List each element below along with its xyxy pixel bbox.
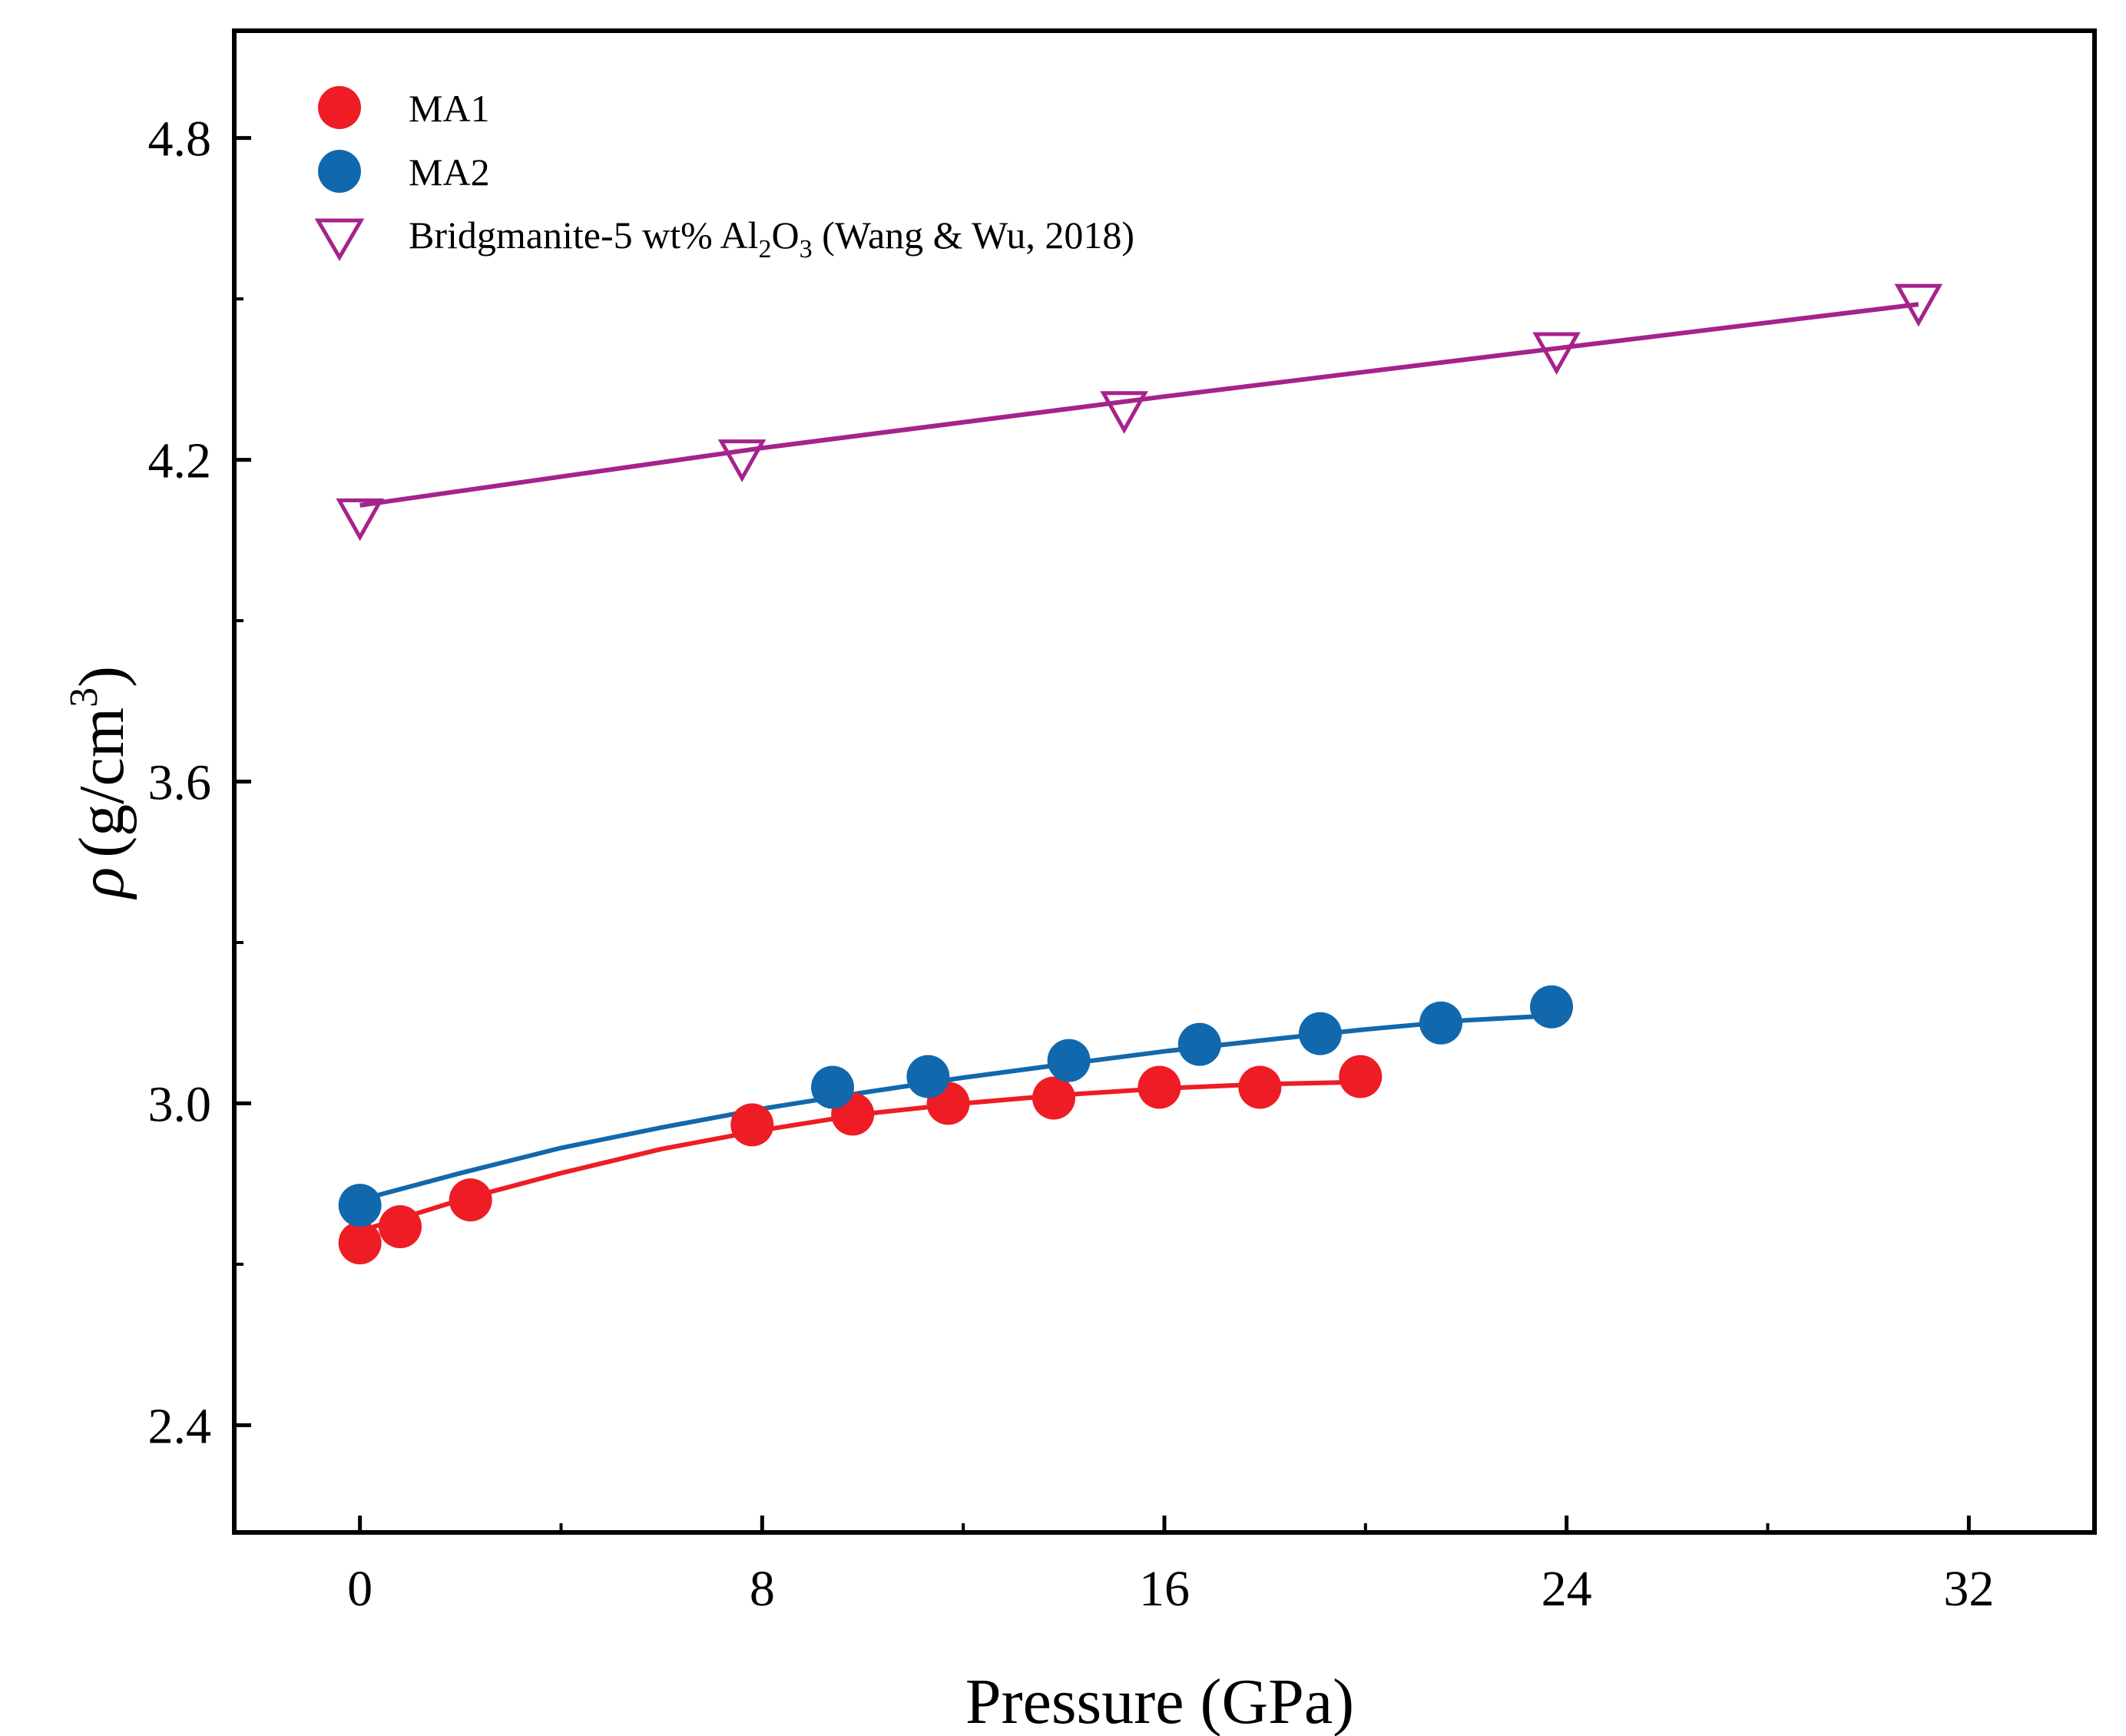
legend-label-bridgmanite: Bridgmanite-5 wt% Al2O3 (Wang & Wu, 2018… xyxy=(409,214,1134,263)
y-axis-unit: (g/cm xyxy=(66,707,137,858)
data-point-bridgmanite xyxy=(1532,332,1581,376)
data-point-ma1 xyxy=(1138,1065,1181,1109)
data-point-ma1 xyxy=(730,1103,774,1147)
data-point-ma2 xyxy=(906,1055,950,1098)
y-tick-label: 4.8 xyxy=(148,111,212,167)
legend-marker-ma1 xyxy=(318,86,361,129)
data-point-bridgmanite xyxy=(1894,283,1943,327)
data-point-ma2 xyxy=(338,1184,382,1227)
y-axis-unit-exponent: 3 xyxy=(62,687,106,707)
data-points xyxy=(336,283,1943,1264)
data-point-ma2 xyxy=(1530,985,1574,1029)
y-tick-label: 4.2 xyxy=(148,433,212,489)
legend-label-bridgmanite-subscript: 3 xyxy=(800,235,813,263)
y-tick-label: 2.4 xyxy=(148,1398,212,1454)
y-axis-symbol: ρ xyxy=(66,867,137,900)
data-point-bridgmanite xyxy=(336,498,384,542)
x-axis-title: Pressure (GPa) xyxy=(965,1666,1354,1736)
x-tick-label: 8 xyxy=(750,1561,775,1617)
y-axis-unit-close: ) xyxy=(66,666,137,687)
legend-marker-bridgmanite xyxy=(314,218,365,261)
x-tick-label: 24 xyxy=(1542,1561,1592,1617)
y-tick-label: 3.6 xyxy=(148,755,212,811)
data-point-bridgmanite xyxy=(717,439,767,482)
data-point-ma2 xyxy=(1177,1022,1221,1066)
y-tick-label: 3.0 xyxy=(148,1076,212,1132)
data-point-ma2 xyxy=(1298,1012,1342,1055)
x-tick-label: 16 xyxy=(1139,1561,1190,1617)
x-tick-label: 32 xyxy=(1943,1561,1994,1617)
y-axis-title: ρ (g/cm3) xyxy=(62,666,137,900)
x-tick-label: 0 xyxy=(347,1561,373,1617)
legend-label-bridgmanite-subscript: 2 xyxy=(759,235,772,263)
legend-label-bridgmanite-part: (Wang & Wu, 2018) xyxy=(813,214,1134,257)
legend-label-ma2: MA2 xyxy=(409,151,490,194)
data-point-ma1 xyxy=(1032,1076,1075,1120)
legend-label-bridgmanite-part: Bridgmanite-5 wt% Al xyxy=(409,214,759,257)
fit-curve-bridgmanite xyxy=(359,302,1919,508)
legend-marker-ma2 xyxy=(318,150,361,193)
plot-frame xyxy=(232,28,2097,1535)
data-point-ma2 xyxy=(810,1065,854,1109)
tick-labels: 0 8 16 24 32 2.4 3.0 3.6 4.2 4.8 xyxy=(148,111,1995,1617)
legend-label-bridgmanite-part: O xyxy=(772,214,800,257)
data-point-ma2 xyxy=(1419,1001,1463,1045)
legend: MA1 MA2 Bridgmanite-5 wt% Al2O3 (Wang & … xyxy=(314,86,1134,263)
legend-label-ma1: MA1 xyxy=(409,87,490,130)
data-point-ma1 xyxy=(338,1221,382,1264)
data-point-ma1 xyxy=(449,1178,492,1222)
fit-curve-ma2 xyxy=(359,1012,1567,1202)
data-point-ma1 xyxy=(1238,1065,1282,1109)
data-point-ma2 xyxy=(1047,1039,1091,1082)
data-point-ma1 xyxy=(1339,1055,1383,1098)
data-point-ma1 xyxy=(379,1205,422,1249)
data-point-bridgmanite xyxy=(1100,391,1148,434)
